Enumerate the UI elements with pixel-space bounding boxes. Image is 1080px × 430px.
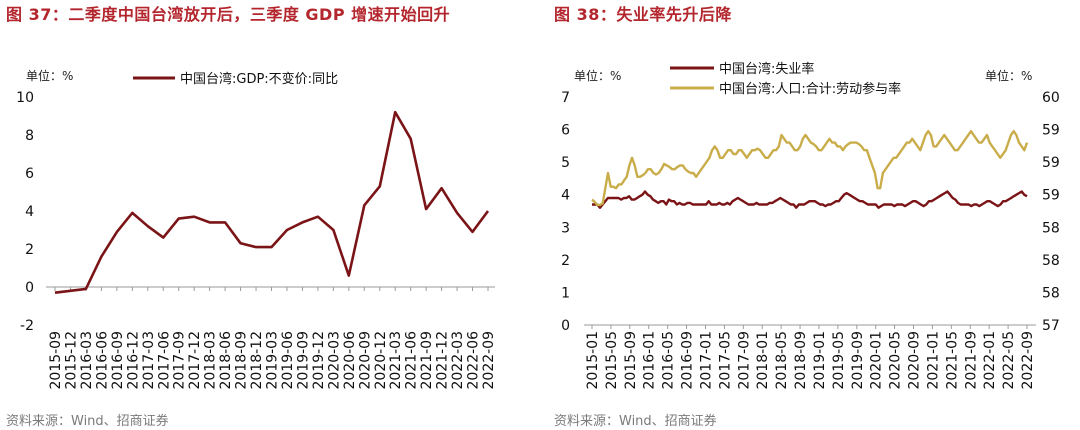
- y-tick-label: 1: [561, 285, 570, 301]
- x-tick-label: 2016-05: [661, 331, 677, 390]
- x-tick-label: 2019-12: [311, 331, 327, 390]
- x-tick-label: 2022-05: [1001, 331, 1017, 390]
- x-tick-label: 2016-03: [79, 331, 95, 390]
- y-tick-label: 7: [561, 90, 570, 106]
- x-tick-label: 2017-03: [141, 331, 157, 390]
- panel-unemployment: 图 38：失业率先升后降 单位：% 单位：% 0 1 2 3 4 5 6 7 57 58 58 58 59 5…: [548, 0, 1080, 430]
- x-tick-label: 2019-06: [280, 331, 296, 390]
- x-tick-label: 2015-05: [604, 331, 620, 390]
- x-tick-label: 2015-09: [48, 331, 64, 390]
- panel-gdp: 图 37：二季度中国台湾放开后，三季度 GDP 增速开始回升 单位：% -2 0 2 4…: [6, 5, 497, 429]
- x-tick-label: 2017-12: [187, 331, 203, 390]
- x-tick-label: 2020-06: [342, 331, 358, 390]
- y-tick-label: 6: [25, 166, 34, 182]
- x-tick-label: 2020-09: [907, 331, 923, 390]
- x-tick-label: 2016-12: [125, 331, 141, 390]
- x-tick-label: 2016-09: [680, 331, 696, 390]
- x-tick-label: 2017-01: [698, 331, 714, 390]
- x-tick-label: 2020-09: [357, 331, 373, 390]
- y2-tick-label: 58: [1042, 220, 1060, 236]
- y2-tick-label: 57: [1042, 318, 1060, 334]
- y-axis-unit-label: 单位：%: [574, 68, 621, 83]
- legend-label: 中国台湾:失业率: [719, 61, 814, 77]
- y-axis-unit-label: 单位：%: [26, 68, 73, 83]
- y2-tick-label: 59: [1042, 155, 1060, 171]
- x-tick-label: 2018-05: [774, 331, 790, 390]
- gdp-series-line: [54, 110, 490, 294]
- x-tick-label: 2018-09: [793, 331, 809, 390]
- y2-tick-label: 60: [1042, 90, 1060, 106]
- y-tick-label: 6: [561, 123, 570, 139]
- x-tick-label: 2021-09: [963, 331, 979, 390]
- x-tick-label: 2015-12: [63, 331, 79, 390]
- x-tick-label: 2016-09: [110, 331, 126, 390]
- x-tick-label: 2020-01: [869, 331, 885, 390]
- x-tick-label: 2018-09: [234, 331, 250, 390]
- y-tick-label: 2: [561, 253, 570, 269]
- y2-tick-label: 58: [1042, 253, 1060, 269]
- source-note: 资料来源：Wind、招商证券: [554, 414, 717, 429]
- x-tick-label: 2020-03: [326, 331, 342, 390]
- x-tick-label: 2022-09: [1020, 331, 1036, 390]
- x-tick-label: 2015-01: [585, 331, 601, 390]
- x-tick-label: 2016-01: [642, 331, 658, 390]
- x-tick-label: 2022-06: [466, 331, 482, 390]
- x-tick-label: 2020-05: [888, 331, 904, 390]
- y2-axis-unit-label: 单位：%: [985, 68, 1032, 83]
- x-tick-label: 2020-12: [373, 331, 389, 390]
- x-tick-label: 2017-06: [156, 331, 172, 390]
- y-tick-label: 3: [561, 220, 570, 236]
- participation-series-line: [591, 130, 1029, 207]
- x-tick-label: 2018-12: [249, 331, 265, 390]
- x-tick-label: 2016-06: [94, 331, 110, 390]
- y-tick-label: 8: [25, 128, 34, 144]
- x-tick-label: 2022-09: [481, 331, 497, 390]
- x-tick-label: 2018-03: [203, 331, 219, 390]
- y-tick-label: 5: [561, 155, 570, 171]
- x-tick-label: 2018-06: [218, 331, 234, 390]
- y2-tick-label: 59: [1042, 123, 1060, 139]
- x-tick-label: 2018-01: [755, 331, 771, 390]
- x-tick-label: 2019-05: [831, 331, 847, 390]
- y2-tick-label: 58: [1042, 285, 1060, 301]
- x-tick-label: 2021-05: [944, 331, 960, 390]
- x-tick-label: 2019-09: [295, 331, 311, 390]
- y-tick-label: 4: [561, 188, 570, 204]
- x-tick-label: 2017-09: [172, 331, 188, 390]
- x-tick-label: 2019-03: [265, 331, 281, 390]
- x-tick-label: 2017-09: [736, 331, 752, 390]
- x-tick-label: 2022-01: [982, 331, 998, 390]
- x-tick-label: 2022-03: [450, 331, 466, 390]
- figure-title: 图 37：二季度中国台湾放开后，三季度 GDP 增速开始回升: [6, 5, 451, 24]
- legend-label: 中国台湾:人口:合计:劳动参与率: [719, 81, 901, 97]
- y-tick-label: 0: [25, 280, 34, 296]
- y2-tick-label: 59: [1042, 188, 1060, 204]
- unemployment-series-line: [592, 190, 1028, 209]
- x-tick-label: 2019-01: [812, 331, 828, 390]
- x-tick-label: 2015-09: [623, 331, 639, 390]
- y-tick-label: 4: [25, 204, 34, 220]
- figure-title: 图 38：失业率先升后降: [554, 5, 732, 24]
- y-tick-label: 0: [561, 318, 570, 334]
- x-tick-label: 2019-09: [850, 331, 866, 390]
- x-tick-label: 2017-05: [717, 331, 733, 390]
- x-tick-label: 2021-12: [435, 331, 451, 390]
- legend-label: 中国台湾:GDP:不变价:同比: [180, 71, 338, 87]
- x-tick-label: 2021-06: [404, 331, 420, 390]
- x-tick-label: 2021-09: [419, 331, 435, 390]
- y-tick-label: -2: [20, 318, 34, 334]
- y-tick-label: 10: [16, 90, 34, 106]
- x-tick-label: 2021-01: [925, 331, 941, 390]
- y-tick-label: 2: [25, 242, 34, 258]
- x-tick-label: 2021-03: [388, 331, 404, 390]
- source-note: 资料来源：Wind、招商证券: [6, 414, 169, 429]
